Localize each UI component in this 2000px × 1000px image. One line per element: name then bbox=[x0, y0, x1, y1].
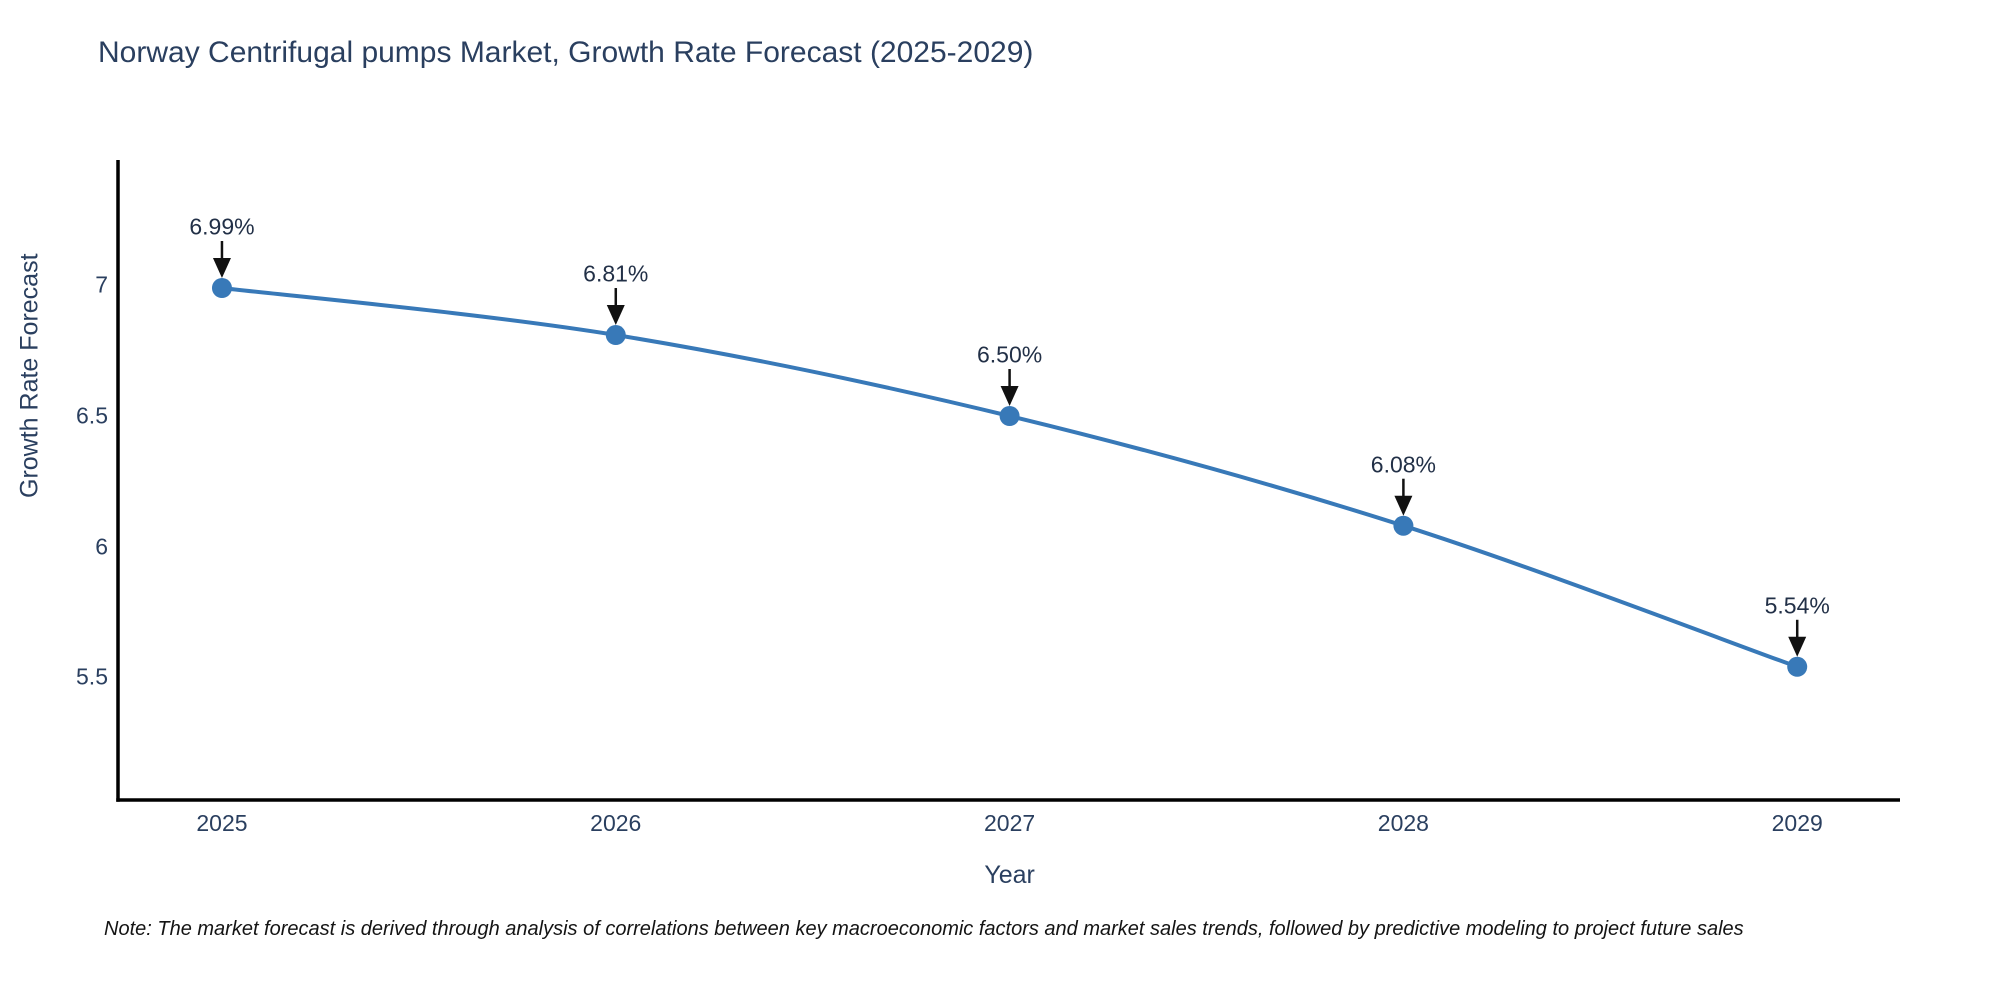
data-point-marker bbox=[1393, 515, 1414, 536]
data-point-marker bbox=[211, 278, 232, 298]
chart-title: Norway Centrifugal pumps Market, Growth … bbox=[98, 36, 1034, 69]
x-axis-label: Year bbox=[984, 861, 1035, 889]
annotation-arrowhead bbox=[212, 258, 231, 278]
y-tick-label: 7 bbox=[95, 271, 108, 298]
annotation-arrowhead bbox=[1394, 495, 1413, 516]
x-tick-label: 2025 bbox=[196, 810, 248, 836]
point-annotation: 5.54% bbox=[1764, 592, 1830, 619]
data-point-marker bbox=[605, 325, 626, 346]
y-axis-label: Growth Rate Forecast bbox=[15, 253, 44, 498]
x-tick-label: 2029 bbox=[1771, 810, 1823, 836]
y-tick-label: 5.5 bbox=[76, 663, 108, 690]
data-point-marker bbox=[999, 406, 1020, 426]
y-tick-label: 6.5 bbox=[76, 402, 108, 429]
point-annotation: 6.99% bbox=[189, 213, 255, 240]
x-tick-label: 2026 bbox=[590, 810, 642, 836]
x-tick-label: 2027 bbox=[983, 810, 1036, 836]
point-annotation: 6.50% bbox=[976, 341, 1043, 368]
point-annotation: 6.81% bbox=[583, 260, 649, 287]
x-tick-label: 2028 bbox=[1377, 810, 1429, 836]
footnote: Note: The market forecast is derived thr… bbox=[104, 918, 1744, 940]
annotation-arrowhead bbox=[606, 305, 625, 326]
annotation-arrowhead bbox=[1788, 636, 1807, 657]
data-point-marker bbox=[1787, 656, 1808, 677]
point-annotation: 6.08% bbox=[1370, 451, 1436, 478]
y-tick-label: 6 bbox=[95, 533, 108, 560]
annotation-arrowhead bbox=[1000, 386, 1019, 406]
